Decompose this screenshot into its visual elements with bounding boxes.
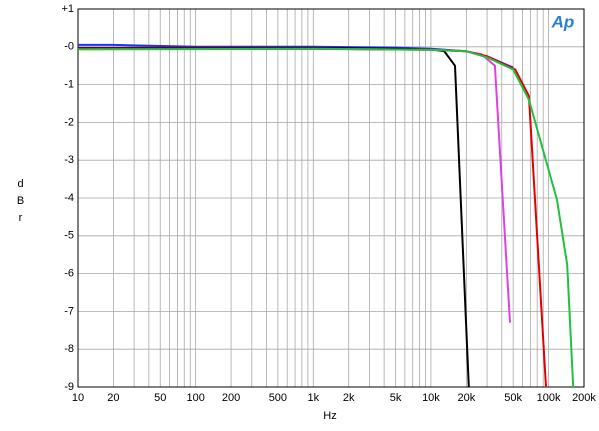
x-tick-label: 100 — [186, 392, 204, 404]
x-tick-label: 50 — [154, 392, 166, 404]
logo: Ap — [551, 12, 575, 31]
x-tick-label: 50k — [504, 392, 522, 404]
y-tick-label: -2 — [64, 116, 74, 128]
y-tick-label: -7 — [64, 305, 74, 317]
y-tick-label: -1 — [64, 79, 74, 91]
y-axis-label: dBr — [16, 178, 25, 224]
x-tick-label: 2k — [343, 392, 355, 404]
series-line — [77, 47, 575, 388]
y-tick-label: +1 — [61, 3, 74, 15]
series-line — [78, 46, 470, 388]
x-axis-label: Hz — [323, 410, 336, 422]
y-tick-label: -8 — [64, 343, 74, 355]
x-tick-label: 5k — [390, 392, 402, 404]
x-tick-label: 1k — [307, 392, 319, 404]
x-tick-label: 20k — [457, 392, 475, 404]
x-tick-label: 10 — [72, 392, 84, 404]
y-tick-label: -0 — [64, 41, 74, 53]
x-tick-label: 200k — [572, 392, 596, 404]
x-tick-label: 20 — [107, 392, 119, 404]
x-tick-label: 100k — [537, 392, 561, 404]
y-tick-label: -4 — [64, 192, 74, 204]
plot-frame — [77, 8, 585, 388]
y-tick-label: -9 — [64, 381, 74, 393]
x-tick-label: 200 — [222, 392, 240, 404]
y-tick-label: -5 — [64, 230, 74, 242]
x-tick-label: 500 — [269, 392, 287, 404]
y-tick-label: -3 — [64, 154, 74, 166]
series-line — [78, 47, 547, 388]
x-tick-label: 10k — [422, 392, 440, 404]
y-tick-label: -6 — [64, 268, 74, 280]
series-line — [78, 47, 511, 323]
